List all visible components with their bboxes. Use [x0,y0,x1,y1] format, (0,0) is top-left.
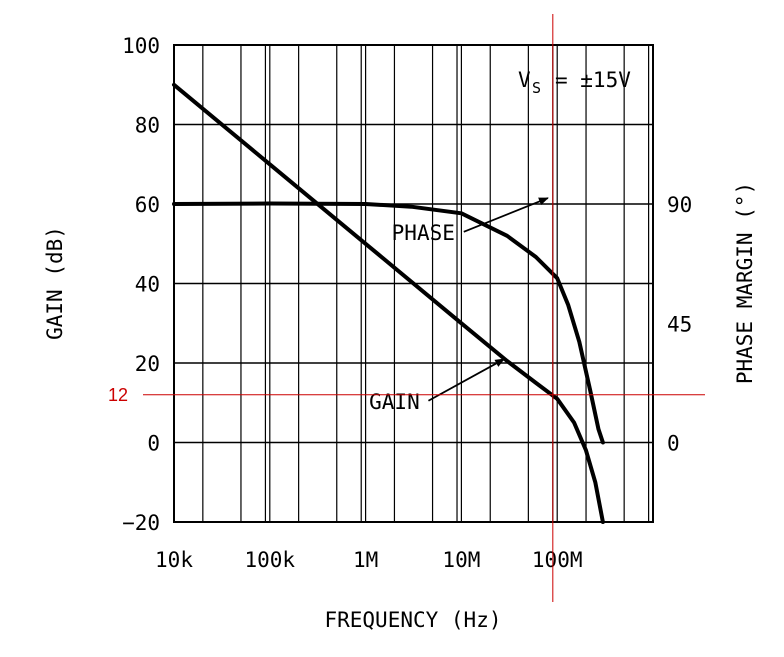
y2-tick-label: 90 [667,193,692,217]
tick-labels: 10k 100k 1M 10M 100M 100 80 60 40 20 0 −20 90 45 0 [122,34,692,572]
annotation-gain: GAIN [369,390,420,414]
y-axis-title: GAIN (dB) [43,226,67,340]
supply-voltage-label: V S = ±15V [518,68,631,97]
x-tick-label: 10M [442,548,480,572]
x-tick-label: 100k [245,548,296,572]
y2-axis-title: PHASE MARGIN (°) [733,182,757,384]
y-tick-label: 80 [135,114,160,138]
y-tick-label: 0 [147,432,160,456]
x-tick-label: 100M [532,548,583,572]
y-tick-label: 20 [135,352,160,376]
x-tick-label: 10k [155,548,193,572]
series-line-phase [172,201,605,445]
series-group [172,82,605,524]
reference-line-label: 12 [108,385,128,405]
y2-tick-label: 0 [667,432,680,456]
reference-lines: 12 [108,14,705,602]
grid [173,44,654,523]
x-axis-title: FREQUENCY (Hz) [324,608,501,632]
series-line-gain [172,82,605,524]
y-tick-label: 40 [135,273,160,297]
y-tick-label: −20 [122,511,160,535]
annotation-arrow-phase [463,197,549,233]
y2-tick-label: 45 [667,312,692,336]
supply-voltage-sub: S [532,79,541,97]
annotation-phase: PHASE [392,221,455,245]
annotations: PHASE GAIN [369,197,549,414]
y-tick-label: 100 [122,34,160,58]
plot-border [173,44,654,523]
supply-voltage-main: V [518,68,531,92]
annotation-arrow-gain [428,358,506,402]
y-tick-label: 60 [135,193,160,217]
supply-voltage-value: = ±15V [555,68,631,92]
x-tick-label: 1M [353,548,378,572]
